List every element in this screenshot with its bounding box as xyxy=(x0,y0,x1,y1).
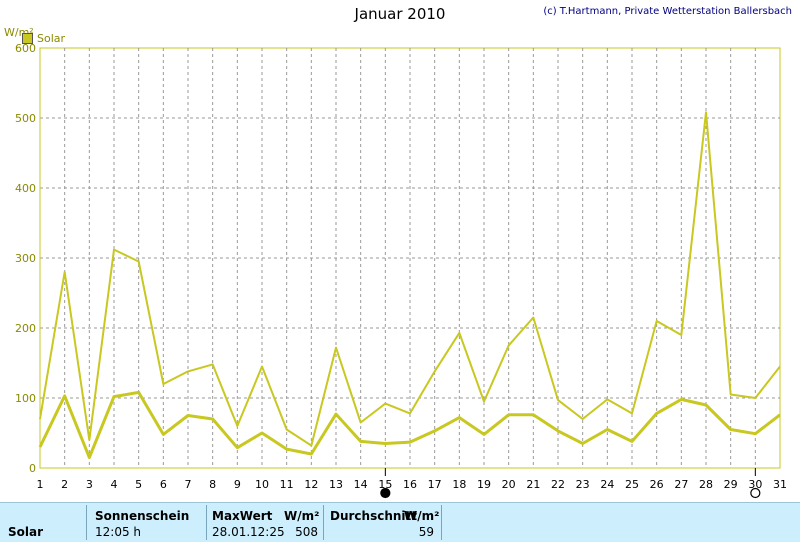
x-tick-label: 5 xyxy=(135,478,142,491)
chart-area: 0 100 200 300 400 500 600 1 2 3 4 5 6 7 8 9 10 11 12 13 14 15… xyxy=(4,5,792,499)
avg-value: 59 xyxy=(418,525,434,539)
max-time: 12:25 xyxy=(250,525,285,539)
x-tick-label: 28 xyxy=(699,478,713,491)
x-tick-label: 25 xyxy=(625,478,639,491)
y-tick-label: 600 xyxy=(15,42,36,55)
sunshine-value: 12:05 h xyxy=(95,525,142,539)
x-tick-label: 12 xyxy=(304,478,318,491)
y-tick-label: 100 xyxy=(15,392,36,405)
x-tick-label: 11 xyxy=(280,478,294,491)
y-tick-label: 0 xyxy=(29,462,36,475)
x-tick-label: 6 xyxy=(160,478,167,491)
x-tick-label: 13 xyxy=(329,478,343,491)
x-tick-label: 10 xyxy=(255,478,269,491)
legend: Solar xyxy=(22,32,65,45)
max-unit: W/m² xyxy=(284,509,320,523)
x-tick-label: 19 xyxy=(477,478,491,491)
x-tick-label: 9 xyxy=(234,478,241,491)
series-line xyxy=(39,111,781,447)
legend-label: Solar xyxy=(37,32,66,45)
separator xyxy=(86,505,87,540)
separator xyxy=(323,505,324,540)
x-tick-label: 7 xyxy=(185,478,192,491)
max-header: MaxWert xyxy=(212,509,273,523)
max-value: 508 xyxy=(295,525,318,539)
x-tick-label: 1 xyxy=(37,478,44,491)
y-tick-label: 200 xyxy=(15,322,36,335)
separator xyxy=(206,505,207,540)
y-tick-label: 300 xyxy=(15,252,36,265)
x-tick-label: 22 xyxy=(551,478,565,491)
x-tick-label: 17 xyxy=(428,478,442,491)
legend-swatch xyxy=(22,33,33,44)
max-date: 28.01. xyxy=(212,525,251,539)
y-tick-label: 500 xyxy=(15,112,36,125)
x-tick-label: 4 xyxy=(111,478,118,491)
new-moon-icon xyxy=(380,487,391,499)
x-tick-label: 2 xyxy=(61,478,68,491)
series-line xyxy=(38,390,781,459)
x-tick-label: 26 xyxy=(650,478,664,491)
avg-unit: W/m² xyxy=(404,509,440,523)
x-tick-label: 23 xyxy=(576,478,590,491)
x-tick-label: 24 xyxy=(600,478,614,491)
separator xyxy=(441,505,442,540)
x-tick-label: 15 xyxy=(378,478,392,491)
x-tick-label: 8 xyxy=(209,478,216,491)
x-tick-label: 3 xyxy=(86,478,93,491)
x-tick-label: 27 xyxy=(674,478,688,491)
row-label: Solar xyxy=(8,525,44,539)
y-tick-label: 400 xyxy=(15,182,36,195)
sunshine-header: Sonnenschein xyxy=(95,509,190,523)
full-moon-icon xyxy=(750,487,761,499)
chart-title: Januar 2010 xyxy=(354,5,446,23)
summary-panel: Solar Sonnenschein 12:05 h MaxWert W/m² … xyxy=(0,502,800,542)
x-tick-label: 18 xyxy=(452,478,466,491)
x-tick-label: 29 xyxy=(724,478,738,491)
x-tick-label: 16 xyxy=(403,478,417,491)
x-tick-label: 20 xyxy=(502,478,516,491)
x-tick-label: 14 xyxy=(354,478,368,491)
x-tick-label: 30 xyxy=(748,478,762,491)
avg-header: Durchschnitt xyxy=(330,509,418,523)
x-tick-label: 21 xyxy=(526,478,540,491)
credit-text: (c) T.Hartmann, Private Wetterstation Ba… xyxy=(543,6,792,17)
x-tick-label: 31 xyxy=(773,478,787,491)
